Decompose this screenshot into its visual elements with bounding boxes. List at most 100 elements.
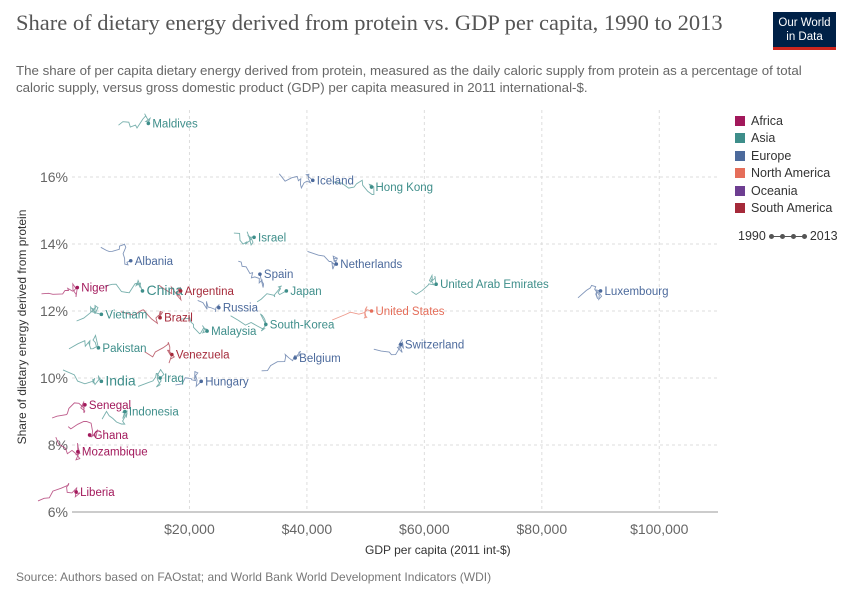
country-trajectory <box>180 316 208 335</box>
data-point[interactable] <box>258 272 262 276</box>
point-label: Senegal <box>89 400 131 412</box>
legend-item[interactable]: Asia <box>735 130 832 148</box>
labeled-point[interactable]: China <box>140 282 184 298</box>
data-point[interactable] <box>199 379 203 384</box>
country-trajectory <box>233 231 255 246</box>
data-point[interactable] <box>369 309 374 313</box>
labeled-point[interactable]: United States <box>369 306 445 318</box>
country-trajectory <box>137 368 165 388</box>
labeled-point[interactable]: Vietnam <box>99 309 148 321</box>
labeled-point[interactable]: India <box>99 372 136 388</box>
data-point[interactable] <box>334 262 339 266</box>
data-point[interactable] <box>76 449 80 454</box>
data-point[interactable] <box>293 356 297 360</box>
labeled-point[interactable]: Venezuela <box>170 350 230 362</box>
data-point[interactable] <box>140 289 145 293</box>
point-label: Netherlands <box>340 259 402 271</box>
labeled-point[interactable]: Japan <box>284 286 322 298</box>
country-trajectory <box>118 113 152 129</box>
country-trajectory <box>120 309 164 325</box>
timeline-handle-start[interactable] <box>768 233 774 239</box>
labeled-point[interactable]: Iceland <box>310 175 354 187</box>
timeline-control[interactable]: 1990 2013 <box>738 229 838 243</box>
country-trajectory <box>261 350 302 372</box>
labeled-point[interactable]: Iraq <box>158 373 184 385</box>
data-point[interactable] <box>128 258 133 263</box>
labeled-point[interactable]: Spain <box>258 269 293 281</box>
data-point[interactable] <box>284 289 289 293</box>
labeled-point[interactable]: Russia <box>217 303 259 315</box>
data-point[interactable] <box>264 322 268 327</box>
data-point[interactable] <box>99 379 104 384</box>
country-trajectory <box>332 179 375 195</box>
country-trajectory <box>41 282 78 298</box>
data-point[interactable] <box>252 235 256 240</box>
owid-logo[interactable]: Our World in Data <box>773 12 836 50</box>
country-trajectory <box>278 173 314 190</box>
labeled-point[interactable]: Maldives <box>146 118 198 130</box>
timeline-dot <box>779 233 785 239</box>
data-point[interactable] <box>83 403 87 407</box>
labeled-point[interactable]: Liberia <box>74 487 115 499</box>
data-point[interactable] <box>369 185 374 189</box>
labeled-point[interactable]: Indonesia <box>123 407 179 419</box>
data-point[interactable] <box>146 121 151 126</box>
labeled-point[interactable]: South-Korea <box>264 319 335 331</box>
legend-item[interactable]: Africa <box>735 112 832 130</box>
point-label: Luxembourg <box>605 286 669 298</box>
labeled-point[interactable]: United Arab Emirates <box>434 279 549 291</box>
labeled-point[interactable]: Ghana <box>87 430 129 442</box>
data-point[interactable] <box>205 329 209 333</box>
timeline-track[interactable] <box>768 232 807 240</box>
labeled-point[interactable]: Mozambique <box>76 447 148 459</box>
data-point[interactable] <box>158 315 162 320</box>
legend-swatch <box>735 150 745 161</box>
labeled-point[interactable]: Belgium <box>293 353 341 365</box>
y-tick-label: 8% <box>48 437 68 453</box>
data-point[interactable] <box>96 346 101 350</box>
data-point[interactable] <box>75 285 80 290</box>
y-tick-label: 12% <box>40 303 68 319</box>
timeline-handle-end[interactable] <box>801 233 807 239</box>
labeled-point[interactable]: Senegal <box>83 400 131 412</box>
labeled-point[interactable]: Israel <box>252 232 286 244</box>
timeline-dot <box>790 233 796 239</box>
point-label: Venezuela <box>176 350 230 362</box>
data-point[interactable] <box>178 289 183 293</box>
labeled-point[interactable]: Hungary <box>199 376 249 388</box>
point-label: Indonesia <box>129 407 179 419</box>
data-point[interactable] <box>598 289 603 293</box>
legend-item[interactable]: Oceania <box>735 182 832 200</box>
data-point[interactable] <box>158 376 162 380</box>
labeled-point[interactable]: Niger <box>75 283 109 295</box>
legend-label: Oceania <box>751 183 798 198</box>
labeled-point[interactable]: Albania <box>128 256 174 268</box>
labeled-point[interactable]: Hong Kong <box>369 182 433 194</box>
x-tick-label: $20,000 <box>164 521 215 537</box>
data-point[interactable] <box>310 178 315 183</box>
legend-item[interactable]: Europe <box>735 147 832 165</box>
data-point[interactable] <box>170 352 174 357</box>
labeled-point[interactable]: Brazil <box>158 313 193 325</box>
data-point[interactable] <box>217 305 221 310</box>
labeled-point[interactable]: Malaysia <box>205 326 257 338</box>
data-point[interactable] <box>99 312 104 317</box>
labeled-point[interactable]: Argentina <box>178 286 235 298</box>
labeled-point[interactable]: Switzerland <box>399 340 464 352</box>
country-trajectory <box>68 334 99 350</box>
data-point[interactable] <box>87 433 92 437</box>
legend-item[interactable]: North America <box>735 165 832 183</box>
labeled-point[interactable]: Netherlands <box>334 259 403 271</box>
point-label: India <box>105 372 136 388</box>
legend-item[interactable]: South America <box>735 200 832 218</box>
point-label: Vietnam <box>105 309 147 321</box>
labeled-point[interactable]: Pakistan <box>96 343 147 355</box>
data-point[interactable] <box>434 282 438 287</box>
labeled-point[interactable]: Luxembourg <box>598 286 669 298</box>
x-axis-label: GDP per capita (2011 int-$) <box>365 543 511 557</box>
data-point[interactable] <box>399 342 403 347</box>
country-trajectory <box>307 250 338 270</box>
data-point[interactable] <box>74 490 78 494</box>
data-point[interactable] <box>123 409 127 414</box>
legend-label: North America <box>751 166 831 181</box>
